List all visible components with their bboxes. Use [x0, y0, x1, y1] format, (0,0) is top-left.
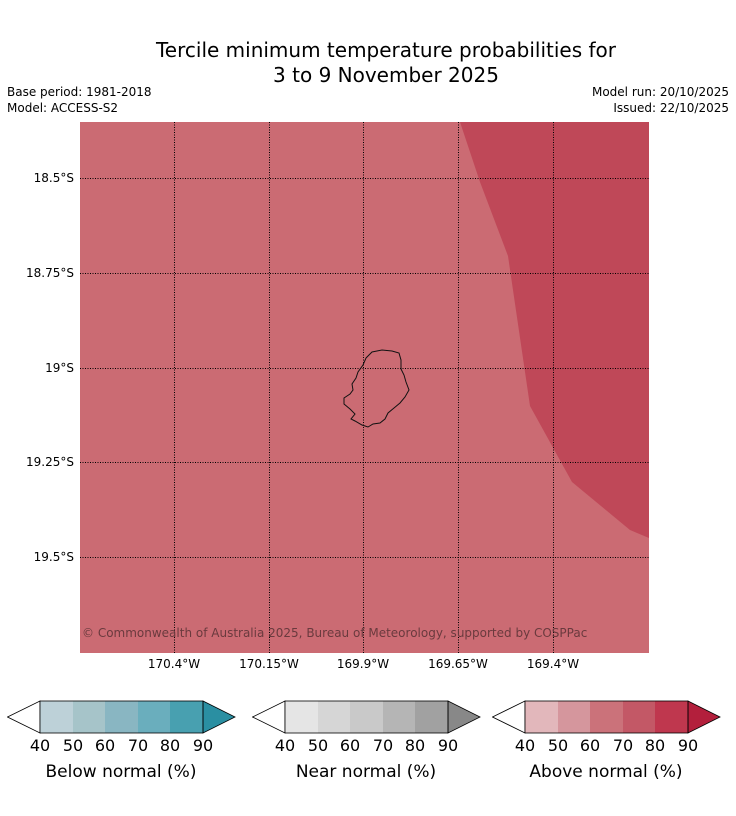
near-tick: 60 — [339, 736, 361, 755]
lat-label-19-25: 19.25°S — [26, 455, 74, 469]
copyright-notice: © Commonwealth of Australia 2025, Bureau… — [82, 626, 588, 640]
above-under-arrow — [491, 700, 526, 734]
colorbar-above — [491, 700, 721, 734]
near-tick: 70 — [372, 736, 394, 755]
near-frame — [284, 700, 449, 734]
near-swatch-80 — [415, 701, 448, 733]
model-run: Model run: 20/10/2025 — [591, 85, 729, 99]
below-tick: 80 — [159, 736, 181, 755]
above-tick: 40 — [514, 736, 536, 755]
below-swatch-60 — [105, 701, 138, 733]
issued-date: Issued: 22/10/2025 — [613, 101, 729, 115]
higher-probability-region — [460, 122, 649, 538]
above-tick: 70 — [612, 736, 634, 755]
meta-right: Model run: 20/10/2025 Issued: 22/10/2025 — [592, 84, 729, 116]
near-tick: 40 — [274, 736, 296, 755]
below-swatch-40 — [40, 701, 73, 733]
lon-label-169-9: 169.9°W — [336, 657, 390, 671]
near-swatch-60 — [350, 701, 383, 733]
lon-label-170-15: 170.15°W — [239, 657, 299, 671]
colorbar-below — [6, 700, 236, 734]
above-swatch-50 — [558, 701, 590, 733]
below-caption: Below normal (%) — [45, 762, 197, 782]
lon-label-169-4: 169.4°W — [526, 657, 580, 671]
near-swatch-50 — [318, 701, 350, 733]
lat-label-19: 19°S — [45, 361, 74, 375]
near-swatch-70 — [383, 701, 415, 733]
near-swatch-40 — [285, 701, 318, 733]
below-swatch-80 — [170, 701, 203, 733]
below-tick: 60 — [94, 736, 116, 755]
map-panel[interactable]: © Commonwealth of Australia 2025, Bureau… — [80, 122, 649, 653]
above-tick: 60 — [579, 736, 601, 755]
lat-label-18-5: 18.5°S — [33, 171, 74, 185]
legend-near-normal: 40 50 60 70 80 90 Near normal (%) — [251, 700, 484, 782]
lat-label-18-75: 18.75°S — [26, 266, 74, 280]
legend-above-normal: 40 50 60 70 80 90 Above normal (%) — [491, 700, 724, 782]
gridlines — [80, 122, 649, 653]
below-tick: 40 — [29, 736, 51, 755]
colorbar-near — [251, 700, 481, 734]
below-swatch-50 — [73, 701, 105, 733]
lon-label-169-65: 169.65°W — [428, 657, 488, 671]
near-tick: 50 — [307, 736, 329, 755]
map-title: Tercile minimum temperature probabilitie… — [0, 38, 736, 88]
below-swatch-70 — [138, 701, 170, 733]
near-tick: 80 — [404, 736, 426, 755]
below-over-arrow — [202, 700, 236, 734]
near-tick: 90 — [437, 736, 459, 755]
base-period: Base period: 1981-2018 — [7, 85, 152, 99]
above-tick: 80 — [644, 736, 666, 755]
below-under-arrow — [6, 700, 41, 734]
above-caption: Above normal (%) — [529, 762, 683, 782]
title-line-1: Tercile minimum temperature probabilitie… — [155, 38, 617, 62]
below-tick: 70 — [127, 736, 149, 755]
near-caption: Near normal (%) — [295, 762, 437, 782]
island-outline — [343, 349, 410, 428]
meta-left: Base period: 1981-2018 Model: ACCESS-S2 — [7, 84, 152, 116]
legend-below-normal: 40 50 60 70 80 90 Below normal (%) — [6, 700, 239, 782]
near-over-arrow — [447, 700, 481, 734]
near-under-arrow — [251, 700, 286, 734]
lon-label-170-4: 170.4°W — [147, 657, 201, 671]
above-frame — [524, 700, 689, 734]
below-frame — [39, 700, 204, 734]
above-swatch-70 — [623, 701, 655, 733]
above-swatch-60 — [590, 701, 623, 733]
above-tick: 50 — [547, 736, 569, 755]
above-swatch-40 — [525, 701, 558, 733]
below-tick: 90 — [192, 736, 214, 755]
lat-label-19-5: 19.5°S — [33, 550, 74, 564]
above-over-arrow — [687, 700, 721, 734]
title-line-2: 3 to 9 November 2025 — [273, 63, 499, 87]
below-tick: 50 — [62, 736, 84, 755]
model-name: Model: ACCESS-S2 — [7, 101, 119, 115]
above-swatch-80 — [655, 701, 688, 733]
map-svg — [80, 122, 649, 653]
above-tick: 90 — [677, 736, 699, 755]
